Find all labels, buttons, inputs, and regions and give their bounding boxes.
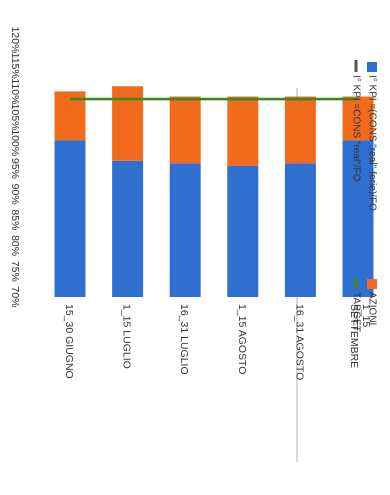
tick-label: 105% — [9, 104, 21, 131]
tick-label: 80% — [9, 235, 21, 256]
tick-label: 115% — [9, 53, 21, 79]
bars — [54, 86, 374, 297]
bar-azioni — [284, 96, 316, 164]
tick-label: 90% — [9, 184, 21, 205]
legend-swatch — [367, 279, 377, 289]
bar-kpi — [54, 140, 86, 297]
bar-kpi — [342, 140, 374, 297]
bar-azioni — [112, 86, 144, 161]
bar-azioni — [169, 96, 201, 164]
tick-label: 110% — [9, 78, 21, 104]
legend-label: I° KPI =CONS "real"/FO — [350, 75, 361, 182]
legend: I° KPI =(CONS "real"-ferie)/FO AZIONI I° K… — [350, 60, 377, 332]
legend-label: I° KPI =(CONS "real"-ferie)/FO — [366, 75, 377, 211]
bar-kpi — [227, 165, 259, 297]
category-label: 1_15SETTEMBRE — [348, 304, 372, 368]
value-axis: 70% 75% 80% 85% 90% 95% 100%105%110%115%120% — [9, 27, 21, 308]
category-label: 1_15 LUGLIO — [121, 304, 133, 369]
bar-kpi — [284, 163, 316, 297]
category-label: 15_30 GIUGNO — [63, 304, 75, 379]
bar-kpi — [169, 163, 201, 297]
bar-azioni — [342, 96, 374, 141]
legend-label: AZIONI — [366, 292, 377, 325]
tick-label: 95% — [9, 158, 21, 179]
tick-label: 85% — [9, 209, 21, 230]
legend-label: TARGET — [350, 292, 361, 332]
tick-label: 70% — [9, 286, 21, 307]
tick-label: 120% — [9, 27, 21, 54]
tick-label: 75% — [9, 261, 21, 282]
bar-kpi — [112, 160, 144, 297]
category-label: 1_15 AGOSTO — [236, 304, 248, 374]
category-labels: 15_30 GIUGNO 1_15 LUGLIO 16_31 LUGLIO 1_15 … — [63, 304, 372, 380]
category-label: 16_31 AGOSTO — [293, 304, 305, 380]
category-label: 16_31 LUGLIO — [178, 304, 190, 375]
bar-azioni — [227, 96, 259, 166]
tick-label: 100% — [9, 129, 21, 156]
legend-swatch — [367, 62, 377, 72]
